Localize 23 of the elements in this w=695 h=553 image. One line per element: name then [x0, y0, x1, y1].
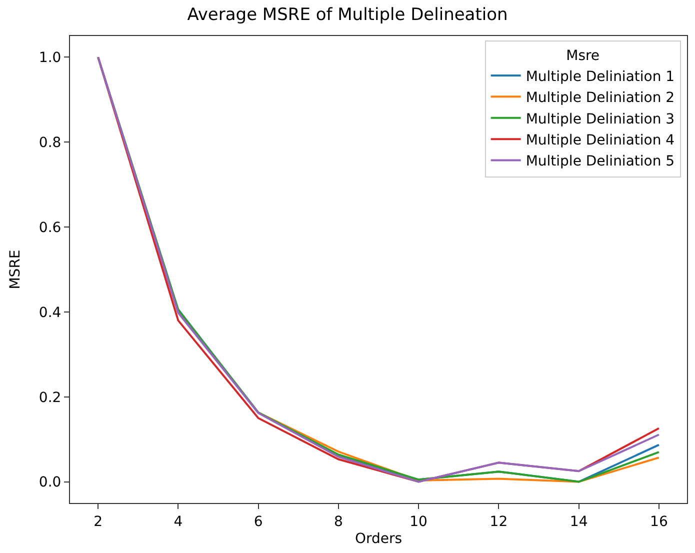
- y-tick-label: 0.2: [38, 390, 62, 406]
- x-tick-label: 12: [490, 514, 508, 530]
- y-tick-label: 0.8: [38, 135, 62, 152]
- legend-label: Multiple Deliniation 1: [526, 68, 675, 85]
- y-axis-title: MSRE: [8, 250, 24, 290]
- x-tick-label: 14: [570, 514, 588, 530]
- x-tick-label: 10: [410, 514, 428, 530]
- y-tick-label: 0.4: [38, 304, 62, 321]
- x-tick-label: 6: [254, 514, 263, 530]
- x-tick-label: 16: [650, 514, 668, 530]
- chart-title: Average MSRE of Multiple Delineation: [187, 5, 508, 26]
- x-tick-label: 4: [174, 514, 183, 530]
- legend-label: Multiple Deliniation 5: [526, 154, 675, 170]
- y-tick-label: 1.0: [38, 50, 62, 66]
- y-tick-label: 0.6: [38, 220, 62, 236]
- x-axis-title: Orders: [354, 531, 402, 548]
- legend-label: Multiple Deliniation 3: [526, 111, 675, 128]
- legend-title: Msre: [566, 48, 600, 64]
- legend-label: Multiple Deliniation 2: [526, 90, 675, 106]
- legend-label: Multiple Deliniation 4: [526, 132, 675, 149]
- x-tick-label: 2: [94, 514, 103, 530]
- y-tick-label: 0.0: [38, 474, 62, 491]
- x-tick-label: 8: [334, 514, 343, 530]
